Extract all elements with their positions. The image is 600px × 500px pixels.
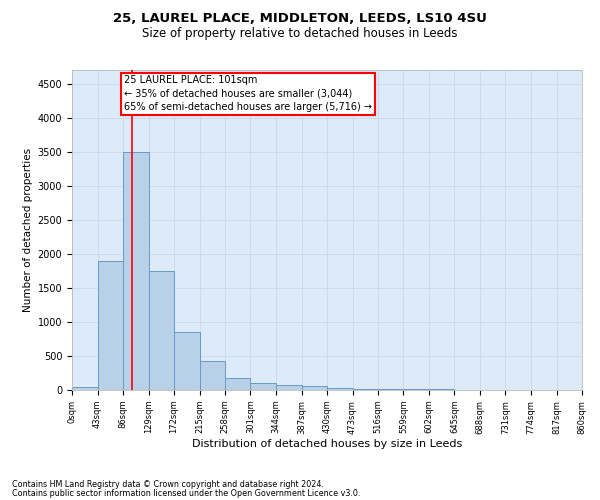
Text: 25, LAUREL PLACE, MIDDLETON, LEEDS, LS10 4SU: 25, LAUREL PLACE, MIDDLETON, LEEDS, LS10… xyxy=(113,12,487,26)
Y-axis label: Number of detached properties: Number of detached properties xyxy=(23,148,34,312)
Bar xyxy=(251,382,276,390)
Bar xyxy=(72,386,97,390)
Bar xyxy=(225,378,251,390)
Text: Contains HM Land Registry data © Crown copyright and database right 2024.: Contains HM Land Registry data © Crown c… xyxy=(12,480,324,489)
Bar xyxy=(123,152,149,390)
Bar xyxy=(327,388,353,390)
Text: Contains public sector information licensed under the Open Government Licence v3: Contains public sector information licen… xyxy=(12,488,361,498)
Bar xyxy=(97,260,123,390)
Bar xyxy=(149,271,174,390)
Bar xyxy=(276,385,302,390)
X-axis label: Distribution of detached houses by size in Leeds: Distribution of detached houses by size … xyxy=(192,440,462,450)
Bar xyxy=(302,386,327,390)
Bar xyxy=(378,389,403,390)
Bar xyxy=(353,388,378,390)
Bar xyxy=(174,332,199,390)
Text: 25 LAUREL PLACE: 101sqm
← 35% of detached houses are smaller (3,044)
65% of semi: 25 LAUREL PLACE: 101sqm ← 35% of detache… xyxy=(124,76,372,112)
Text: Size of property relative to detached houses in Leeds: Size of property relative to detached ho… xyxy=(142,28,458,40)
Bar xyxy=(199,360,225,390)
